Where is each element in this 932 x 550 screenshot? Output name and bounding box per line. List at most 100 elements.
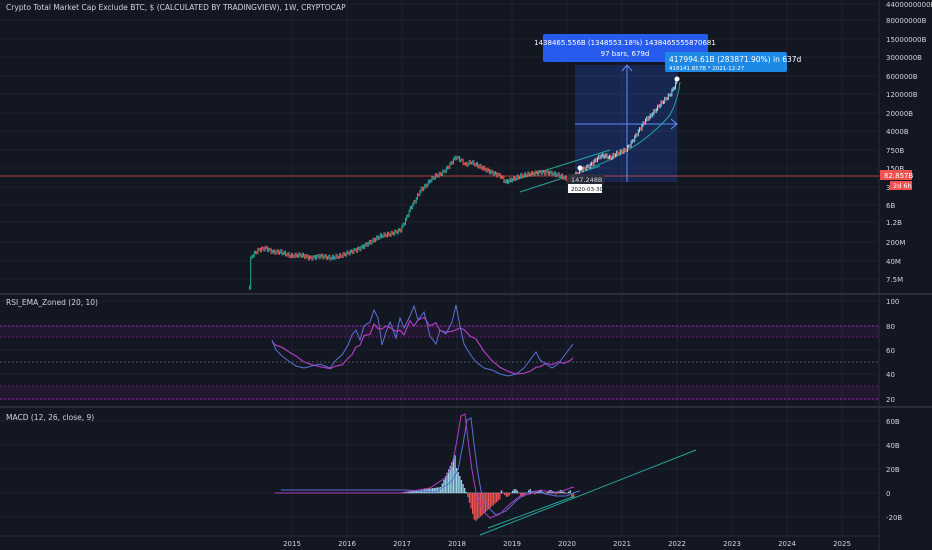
price-candle: [585, 166, 586, 171]
price-candle: [635, 133, 637, 138]
time-axis-label: 2022: [668, 540, 686, 548]
rsi-pane[interactable]: RSI_EMA_Zoned (20, 10): [0, 298, 879, 400]
price-candle: [543, 169, 544, 174]
price-axis-label: 3000000B: [886, 54, 922, 62]
symbol-title[interactable]: Crypto Total Market Cap Exclude BTC, $ (…: [6, 3, 346, 12]
price-candle: [408, 209, 410, 218]
macd-histogram-bar: [412, 491, 415, 493]
support-trendline[interactable]: [504, 149, 611, 184]
price-candle: [298, 252, 300, 258]
price-candle: [324, 254, 326, 259]
price-candle: [503, 176, 505, 183]
macd-title[interactable]: MACD (12, 26, close, 9): [6, 413, 94, 422]
rsi-axis-label: 80: [886, 323, 895, 331]
rsi-axis[interactable]: 100 80 60 40 20: [886, 298, 899, 404]
measure-anchor-point[interactable]: [577, 165, 583, 171]
price-candle: [321, 253, 322, 258]
macd-histogram-bar: [475, 493, 477, 521]
price-candle: [341, 254, 343, 258]
price-candle: [394, 229, 396, 236]
price-candle: [489, 169, 490, 175]
price-candle: [468, 159, 470, 166]
price-candle: [654, 109, 656, 113]
price-candle: [337, 255, 339, 259]
macd-histogram-bar: [491, 493, 493, 507]
price-candle: [606, 153, 608, 160]
price-candle: [318, 254, 320, 260]
rsi-title[interactable]: RSI_EMA_Zoned (20, 10): [6, 298, 98, 307]
price-candle: [528, 171, 530, 176]
price-candle: [619, 149, 621, 156]
macd-histogram-bar: [483, 493, 485, 514]
parabolic-curve[interactable]: [589, 81, 681, 169]
price-candle: [510, 177, 512, 183]
price-candle: [424, 183, 426, 190]
price-axis-label: 750B: [886, 147, 904, 155]
price-candle: [417, 193, 418, 200]
price-candle: [285, 250, 286, 257]
price-candle: [390, 230, 392, 237]
price-candle: [453, 157, 454, 165]
price-candle: [671, 88, 673, 97]
price-candle: [438, 171, 440, 178]
price-candle: [327, 256, 328, 260]
price-candle: [640, 127, 642, 131]
price-candle: [451, 160, 453, 165]
macd-histogram-bar: [406, 492, 408, 493]
macd-histogram-bar: [462, 484, 464, 493]
macd-trendline-short[interactable]: [487, 495, 576, 529]
price-candle: [348, 251, 350, 256]
price-axis-label: 4400000000B: [886, 1, 932, 9]
measure-info-line1: 1438465.556B (1348553.18%) 1438465555870…: [534, 39, 716, 47]
price-candle: [593, 159, 595, 166]
price-candle: [269, 247, 271, 251]
price-candle: [484, 165, 486, 171]
price-candle: [387, 231, 388, 238]
price-axis-label: 1.2B: [886, 219, 902, 227]
price-pane[interactable]: 1438465.556B (1348553.18%) 1438465555870…: [0, 3, 879, 290]
measure-vertical-arrow: [621, 64, 633, 72]
price-candle: [658, 104, 660, 109]
countdown-badge: 2d 6h: [890, 181, 912, 190]
price-candle: [258, 247, 260, 251]
price-candle: [373, 237, 375, 243]
price-candle: [594, 157, 596, 163]
price-candle: [533, 172, 535, 177]
macd-histogram-bar: [520, 493, 522, 496]
price-candle: [382, 234, 384, 239]
price-candle: [335, 253, 337, 260]
price-candle: [676, 79, 678, 85]
price-candle: [558, 172, 560, 179]
price-candle: [509, 177, 511, 183]
measure-end-point[interactable]: [674, 76, 680, 82]
price-candle: [267, 246, 268, 253]
price-candle: [401, 224, 403, 233]
macd-histogram-bar: [534, 493, 536, 495]
time-axis[interactable]: 2015 2016 2017 2018 2019 2020 2021 2022 2023 2024…: [283, 540, 851, 548]
macd-trendline[interactable]: [479, 449, 697, 536]
price-candle: [412, 202, 414, 210]
bar-value-text: 147.248B: [571, 176, 602, 184]
price-candle: [431, 175, 433, 183]
price-candle: [553, 171, 555, 176]
macd-pane[interactable]: MACD (12, 26, close, 9): [6, 413, 697, 536]
projection-badge: 417994.61B (283871.90%) in 637d 418141.8…: [665, 52, 802, 72]
price-candle: [576, 171, 578, 175]
price-candle: [377, 235, 379, 240]
macd-histogram-bar: [521, 493, 523, 497]
price-candle: [583, 166, 585, 170]
price-candle: [441, 172, 442, 176]
time-axis-label: 2025: [833, 540, 851, 548]
macd-histogram-bar: [555, 493, 557, 495]
macd-histogram-bar: [452, 458, 455, 493]
price-candle: [351, 249, 352, 253]
price-candle: [449, 162, 451, 170]
price-candle: [529, 173, 531, 177]
price-candle: [282, 251, 284, 256]
price-candle: [537, 171, 538, 176]
macd-axis[interactable]: 60B 40B 20B 0 -20B: [886, 418, 902, 522]
macd-histogram-bar: [404, 492, 407, 493]
price-candle: [375, 237, 376, 243]
macd-histogram-bar: [432, 488, 434, 493]
